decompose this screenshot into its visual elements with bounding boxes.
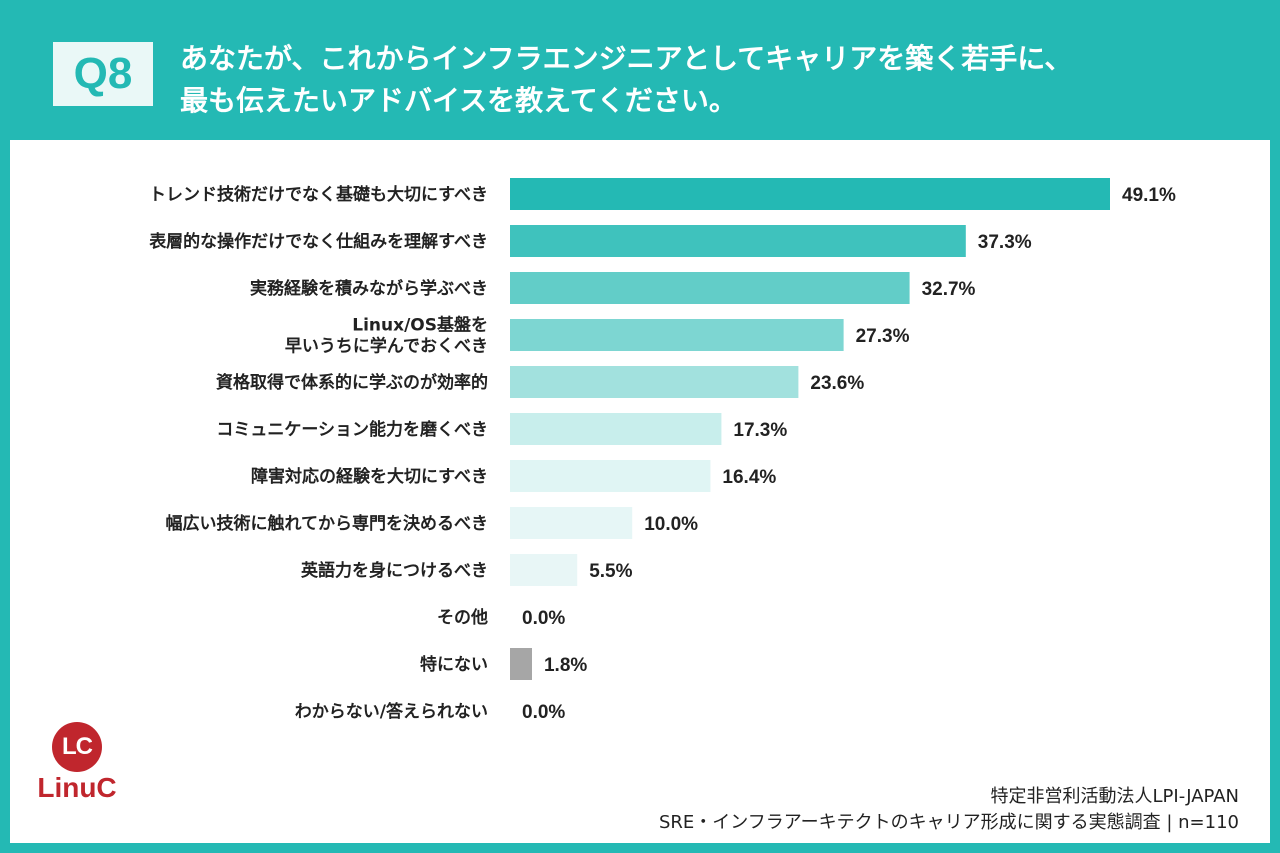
- value-label: 1.8%: [544, 655, 587, 676]
- question-line-1: あなたが、これからインフラエンジニアとしてキャリアを築く若手に、: [180, 42, 1073, 75]
- category-label: 表層的な操作だけでなく仕組みを理解すべき: [149, 231, 488, 252]
- value-label: 23.6%: [810, 373, 864, 394]
- value-label: 27.3%: [856, 326, 910, 347]
- bar: [510, 225, 966, 257]
- bar: [510, 648, 532, 680]
- category-label: 障害対応の経験を大切にすべき: [251, 466, 488, 487]
- bar: [510, 554, 578, 586]
- value-label: 16.4%: [722, 467, 776, 488]
- source-organization: 特定非営利活動法人LPI-JAPAN: [990, 786, 1239, 807]
- category-label: 英語力を身につけるべき: [301, 560, 488, 581]
- question-number-badge: Q8: [53, 42, 153, 106]
- category-label: 幅広い技術に触れてから専門を決めるべき: [166, 513, 489, 534]
- category-label: 資格取得で体系的に学ぶのが効率的: [216, 372, 488, 393]
- bar: [510, 507, 633, 539]
- source-note: 特定非営利活動法人LPI-JAPAN SRE・インフラアーキテクトのキャリア形成…: [659, 784, 1239, 836]
- bar: [510, 413, 722, 445]
- bar: [510, 272, 910, 304]
- logo-wordmark: LinuC: [37, 772, 117, 803]
- category-label: Linux/OS基盤を早いうちに学んでおくべき: [285, 315, 488, 357]
- value-label: 10.0%: [644, 514, 698, 535]
- value-label: 5.5%: [589, 561, 632, 582]
- category-label: コミュニケーション能力を磨くべき: [216, 419, 488, 440]
- linuc-logo: LC LinuC: [32, 722, 122, 812]
- bar: [510, 178, 1110, 210]
- category-label: トレンド技術だけでなく基礎も大切にすべき: [149, 184, 488, 205]
- source-survey: SRE・インフラアーキテクトのキャリア形成に関する実態調査 | n=110: [658, 812, 1239, 833]
- question-title: あなたが、これからインフラエンジニアとしてキャリアを築く若手に、 最も伝えたいア…: [180, 38, 1240, 122]
- value-label: 32.7%: [922, 279, 976, 300]
- value-label: 17.3%: [733, 420, 787, 441]
- bar: [510, 319, 844, 351]
- question-line-2: 最も伝えたいアドバイスを教えてください。: [180, 84, 737, 117]
- value-label: 0.0%: [522, 702, 565, 723]
- category-label: わからない/答えられない: [295, 701, 488, 722]
- bar: [510, 460, 711, 492]
- chart-panel: トレンド技術だけでなく基礎も大切にすべき 49.1% 表層的な操作だけでなく仕組みを…: [10, 140, 1270, 843]
- bar: [510, 366, 799, 398]
- category-label: 実務経験を積みながら学ぶべき: [250, 278, 488, 299]
- logo-mark: LC: [52, 722, 102, 772]
- value-label: 37.3%: [978, 232, 1032, 253]
- category-label: 特にない: [420, 654, 488, 675]
- value-label: 49.1%: [1122, 185, 1176, 206]
- bar-chart: トレンド技術だけでなく基礎も大切にすべき 49.1% 表層的な操作だけでなく仕組みを…: [149, 178, 1176, 723]
- category-label: その他: [437, 607, 488, 628]
- value-label: 0.0%: [522, 608, 565, 629]
